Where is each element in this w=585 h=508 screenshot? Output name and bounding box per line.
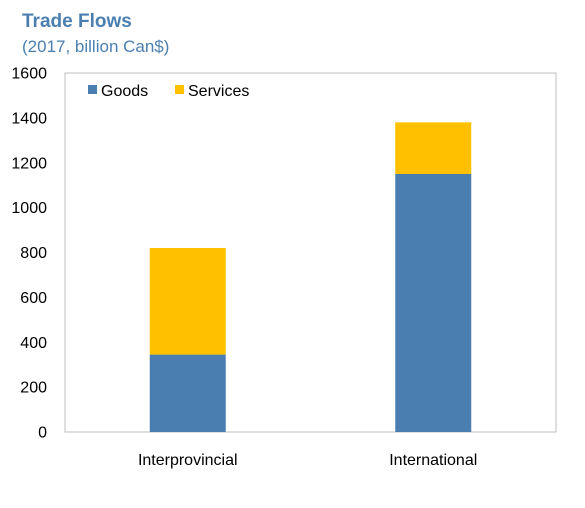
bar-goods-international: [395, 173, 472, 432]
bar-services-international: [395, 122, 472, 174]
bar-goods-interprovincial: [149, 354, 226, 432]
legend-label-services: Services: [188, 83, 249, 100]
y-tick-label: 600: [20, 290, 47, 307]
y-tick-label: 200: [20, 380, 47, 397]
y-tick-label: 0: [38, 425, 47, 442]
y-tick-label: 1000: [11, 200, 47, 217]
y-tick-label: 1200: [11, 155, 47, 172]
plot-area-frame: [64, 72, 557, 433]
chart-subtitle: (2017, billion Can$): [22, 37, 170, 56]
y-tick-label: 800: [20, 245, 47, 262]
y-tick-label: 1600: [11, 66, 47, 83]
x-category-label: Interprovincial: [138, 452, 238, 469]
legend-label-goods: Goods: [101, 83, 148, 100]
legend-swatch-goods: [88, 85, 97, 94]
x-category-label: International: [389, 452, 477, 469]
y-tick-label: 1400: [11, 110, 47, 127]
legend-swatch-services: [175, 85, 184, 94]
chart-title: Trade Flows: [22, 11, 132, 32]
bar-services-interprovincial: [149, 248, 226, 355]
y-tick-label: 400: [20, 335, 47, 352]
